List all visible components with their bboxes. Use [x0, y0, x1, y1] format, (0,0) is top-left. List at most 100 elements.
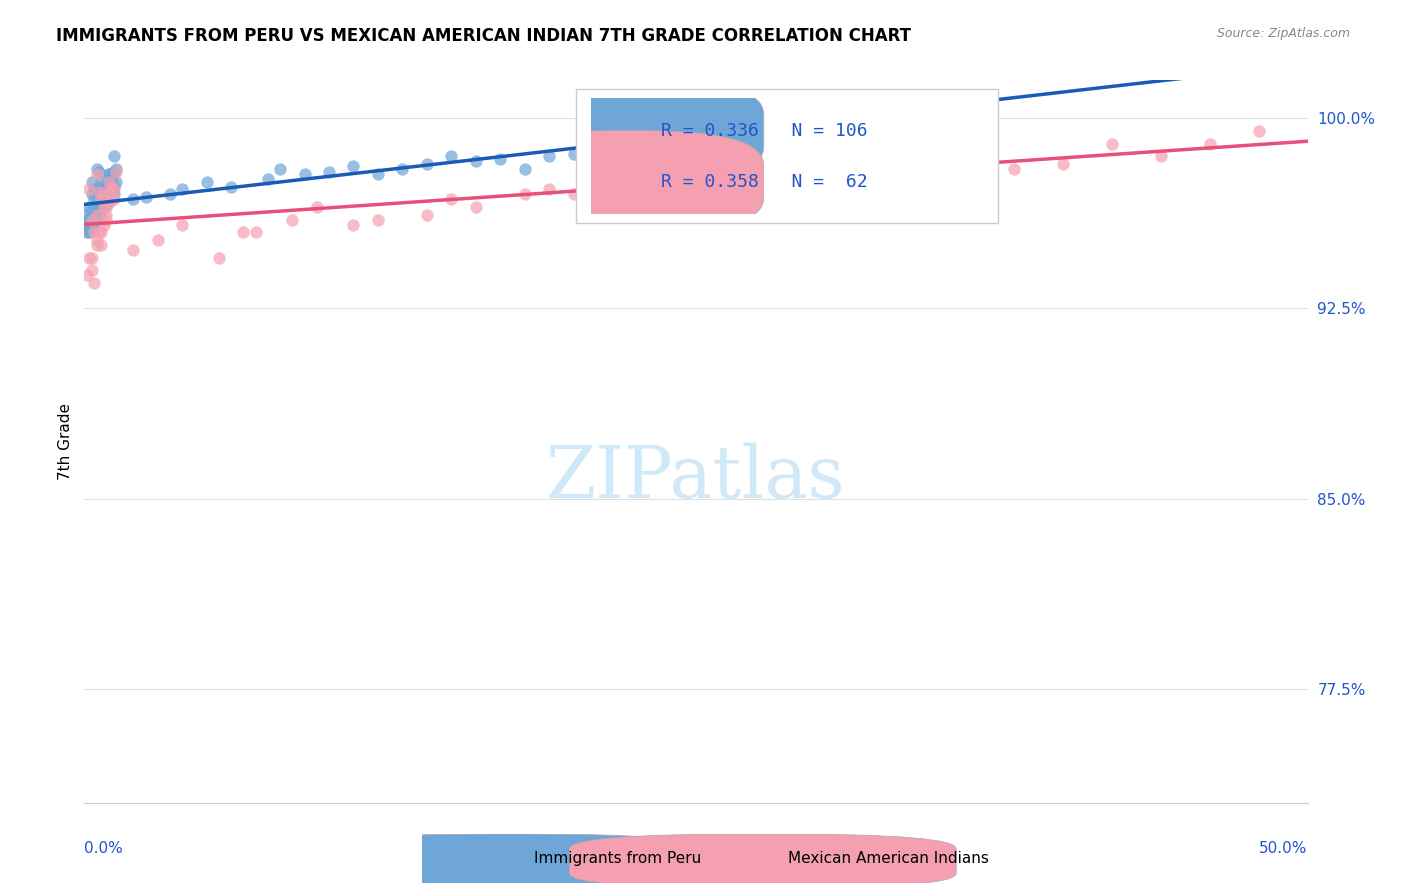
Point — [103, 149, 125, 163]
Point — [90, 202, 112, 217]
Point — [97, 167, 120, 181]
Point — [77, 200, 100, 214]
Point — [90, 179, 112, 194]
Point — [87, 164, 110, 178]
Point — [172, 218, 194, 232]
Point — [83, 193, 105, 207]
Point — [513, 187, 536, 202]
Point — [80, 263, 103, 277]
Point — [87, 226, 110, 240]
Point — [80, 208, 103, 222]
Point — [87, 208, 110, 222]
Point — [103, 179, 125, 194]
Point — [96, 193, 118, 207]
Point — [86, 161, 108, 176]
Point — [538, 182, 561, 196]
Point — [83, 212, 105, 227]
Point — [96, 200, 118, 214]
Point — [86, 205, 108, 219]
Point — [93, 197, 115, 211]
Point — [1052, 157, 1074, 171]
Point — [87, 205, 110, 219]
Point — [87, 208, 110, 222]
Point — [219, 179, 242, 194]
Point — [90, 193, 112, 207]
FancyBboxPatch shape — [488, 79, 763, 182]
Text: Immigrants from Peru: Immigrants from Peru — [534, 851, 702, 866]
Point — [77, 251, 100, 265]
Point — [80, 212, 103, 227]
Point — [87, 202, 110, 217]
Point — [685, 182, 707, 196]
Point — [391, 161, 413, 176]
Point — [83, 182, 105, 196]
Point — [513, 161, 536, 176]
Point — [86, 167, 108, 181]
Point — [612, 175, 634, 189]
Point — [96, 208, 118, 222]
Point — [97, 187, 120, 202]
Point — [96, 187, 118, 202]
Point — [856, 154, 879, 169]
Point — [77, 182, 100, 196]
Point — [80, 212, 103, 227]
Point — [100, 185, 122, 199]
Point — [77, 220, 100, 235]
Point — [172, 182, 194, 196]
Point — [86, 208, 108, 222]
Text: R = 0.358   N =  62: R = 0.358 N = 62 — [661, 173, 868, 191]
Point — [97, 178, 120, 192]
Point — [103, 187, 125, 202]
Point — [86, 208, 108, 222]
Point — [538, 149, 561, 163]
Point — [342, 218, 364, 232]
Point — [90, 205, 112, 219]
Point — [1101, 136, 1123, 151]
FancyBboxPatch shape — [315, 834, 703, 888]
Point — [83, 215, 105, 229]
Point — [86, 238, 108, 252]
Y-axis label: 7th Grade: 7th Grade — [58, 403, 73, 480]
Point — [87, 187, 110, 202]
Point — [257, 172, 280, 186]
Point — [93, 185, 115, 199]
Point — [80, 215, 103, 229]
Point — [709, 167, 731, 181]
Point — [87, 200, 110, 214]
Point — [96, 190, 118, 204]
Point — [77, 215, 100, 229]
Point — [464, 200, 486, 214]
Point — [86, 210, 108, 224]
Point — [86, 212, 108, 227]
Text: 0.0%: 0.0% — [84, 841, 124, 855]
Point — [90, 238, 112, 252]
Point — [105, 161, 128, 176]
Point — [103, 193, 125, 207]
Point — [100, 179, 122, 194]
Point — [294, 167, 316, 181]
Point — [195, 175, 218, 189]
Point — [90, 226, 112, 240]
Point — [97, 167, 120, 181]
Text: Mexican American Indians: Mexican American Indians — [787, 851, 988, 866]
Point — [90, 194, 112, 209]
Point — [489, 152, 512, 166]
Point — [1198, 136, 1220, 151]
Point — [76, 268, 98, 283]
Point — [77, 226, 100, 240]
Point — [562, 146, 585, 161]
Point — [80, 218, 103, 232]
Point — [100, 185, 122, 199]
Point — [80, 187, 103, 202]
Point — [76, 218, 98, 232]
Point — [100, 182, 122, 196]
Point — [96, 212, 118, 227]
Point — [100, 169, 122, 184]
Point — [122, 243, 145, 257]
Point — [93, 182, 115, 196]
Point — [318, 164, 340, 178]
Point — [83, 276, 105, 290]
Point — [100, 172, 122, 186]
Point — [77, 205, 100, 219]
Point — [77, 212, 100, 227]
